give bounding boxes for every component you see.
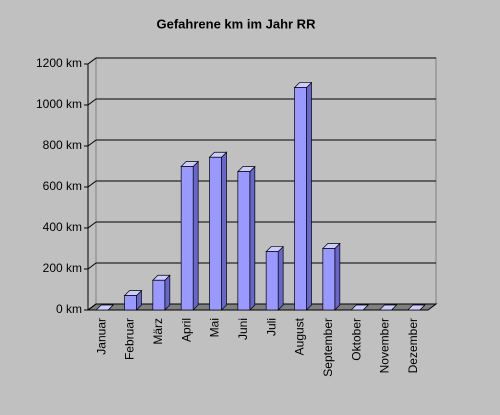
grid-line-side [87, 262, 97, 270]
x-tick-label: Januar [94, 318, 108, 355]
bar [209, 156, 222, 311]
bar [124, 295, 137, 311]
bar-top [378, 304, 398, 311]
grid-line-side [87, 57, 97, 65]
y-tick-label: 1200 km [36, 56, 82, 70]
bar-top [406, 304, 426, 311]
grid-line-side [87, 303, 97, 311]
x-tick-label: Dezember [406, 318, 420, 373]
x-tick-label: Juli [264, 318, 278, 336]
x-tick-label: Oktober [349, 318, 363, 361]
x-tick-label: April [179, 318, 193, 342]
bar-side [249, 165, 256, 311]
bar [294, 87, 307, 311]
bar [265, 251, 279, 311]
bar [180, 166, 194, 311]
grid-line-side [87, 180, 97, 188]
y-tick-label: 1000 km [36, 97, 82, 111]
grid-line-side [87, 221, 97, 229]
y-tick-label: 400 km [43, 220, 82, 234]
chart-title: Gefahrene km im Jahr RR [157, 16, 317, 31]
bar [237, 171, 251, 311]
x-tick-label: März [151, 318, 165, 345]
bar-side [192, 160, 199, 311]
bar-side [334, 242, 341, 311]
x-tick-label: Mai [208, 318, 222, 337]
bar-side [221, 151, 227, 311]
x-tick-label: Juni [236, 318, 250, 340]
bar [322, 248, 336, 311]
y-tick-label: 200 km [43, 261, 82, 275]
y-tick-label: 600 km [43, 179, 82, 193]
bar-side [164, 274, 171, 311]
y-tick-label: 800 km [43, 138, 82, 152]
bar [152, 279, 166, 311]
grid-line-side [87, 98, 97, 106]
bar-side [306, 81, 312, 311]
grid-line-side [87, 139, 97, 147]
x-tick-label: August [293, 317, 307, 355]
bar-top [350, 304, 370, 311]
x-tick-label: Februar [123, 318, 137, 360]
bar-top [95, 304, 115, 311]
y-tick-label: 0 km [56, 302, 82, 316]
bar-side [277, 245, 284, 311]
x-tick-label: November [378, 318, 392, 373]
x-tick-label: September [321, 318, 335, 377]
